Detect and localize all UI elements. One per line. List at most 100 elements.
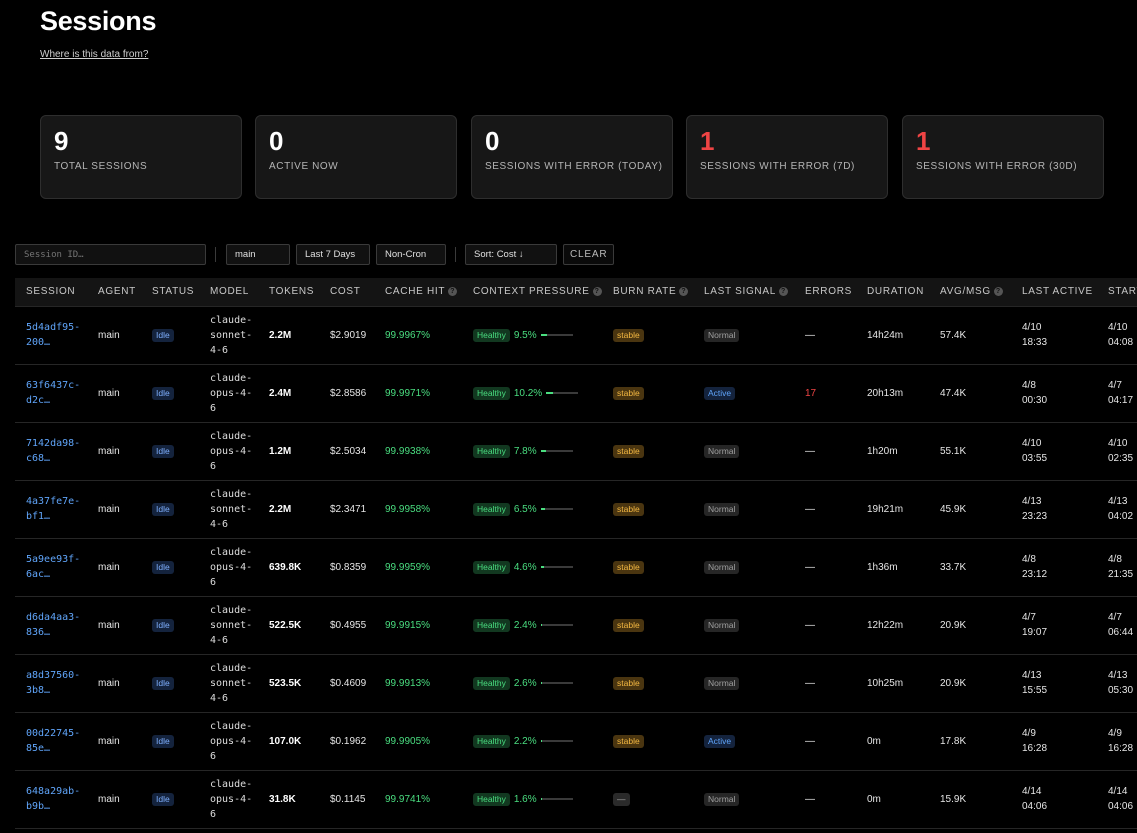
session-id-link[interactable]: d6da4aa3- 836… bbox=[26, 610, 87, 640]
table-row[interactable]: 4a37fe7e-bf1… main Idle claude-sonnet- 4-6 2.… bbox=[15, 480, 1137, 538]
text-line: 4-6 bbox=[210, 344, 229, 356]
help-icon[interactable]: ? bbox=[448, 287, 458, 297]
session-id-field[interactable] bbox=[15, 244, 206, 265]
help-icon[interactable]: ? bbox=[993, 287, 1003, 297]
duration-cell: 1h20m bbox=[867, 445, 898, 457]
avg-msg-cell: 33.7K bbox=[940, 561, 967, 573]
pressure-bar-fill bbox=[540, 797, 542, 800]
text-line: sonnet- bbox=[210, 329, 253, 341]
text-line: 200… bbox=[26, 337, 51, 348]
signal-badge: Normal bbox=[704, 502, 740, 516]
table-row[interactable]: 648a29ab-b9b… main Idle claude-opus-4- 6 31.8… bbox=[15, 770, 1137, 828]
pressure-bar-fill bbox=[540, 739, 543, 742]
text-line: 15:55 bbox=[1022, 685, 1048, 696]
help-icon[interactable]: ? bbox=[679, 287, 689, 297]
context-pressure-cell: Healthy 2.4% bbox=[462, 596, 602, 654]
column-header-burn-rate[interactable]: BURN RATE? bbox=[602, 278, 693, 307]
table-row[interactable]: 00d22745- 85e… main Idle claude-opus-4- 6 107.… bbox=[15, 712, 1137, 770]
last-active-time: 4/13 15:55 bbox=[1022, 668, 1097, 698]
date-range-select[interactable]: Last 7 Days bbox=[296, 244, 370, 265]
column-header-avg-msg[interactable]: AVG/MSG? bbox=[929, 278, 1011, 307]
stat-label: ACTIVE NOW bbox=[269, 161, 339, 172]
table-row[interactable]: 63f6437c-d2c… main Idle claude-opus-4- 6 2.4M… bbox=[15, 364, 1137, 422]
data-source-link[interactable]: Where is this data from? bbox=[40, 49, 149, 60]
stat-value: 0 bbox=[269, 126, 284, 156]
text-line: 4-6 bbox=[210, 518, 229, 530]
pressure-bar bbox=[540, 507, 573, 510]
column-header-label: COST bbox=[330, 286, 361, 298]
last-active-time: 4/7 19:07 bbox=[1022, 610, 1097, 640]
column-header-started[interactable]: STARTED bbox=[1097, 278, 1137, 307]
cache-hit-cell: 99.9915% bbox=[385, 619, 431, 631]
started-time: 4/10 04:08 bbox=[1108, 320, 1137, 350]
text-line: 04:06 bbox=[1108, 801, 1134, 812]
help-icon[interactable]: ? bbox=[779, 287, 788, 297]
session-id-link[interactable]: 5a9ee93f- 6ac… bbox=[26, 552, 87, 582]
session-id-input[interactable] bbox=[24, 246, 197, 265]
table-row[interactable]: 5d4adf95- 200… main Idle claude-sonnet- 4-6 2.… bbox=[15, 306, 1137, 364]
table-row[interactable]: a8d37560- 3b8… main Idle claude-sonnet- 4-6 52… bbox=[15, 654, 1137, 712]
session-id-link[interactable]: 4a37fe7e-bf1… bbox=[26, 494, 87, 524]
session-id-link[interactable]: a8d37560- 3b8… bbox=[26, 668, 87, 698]
errors-cell: — bbox=[805, 793, 815, 805]
context-pressure-cell: Healthy 9.5% bbox=[462, 306, 602, 364]
agent-cell: main bbox=[98, 445, 120, 457]
column-header-session[interactable]: SESSION bbox=[15, 278, 87, 307]
column-header-tokens[interactable]: TOKENS bbox=[258, 278, 319, 307]
text-line: opus-4- bbox=[210, 445, 253, 457]
cache-hit-cell: 99.9905% bbox=[385, 735, 431, 747]
last-active-cell: 4/13 15:55 bbox=[1011, 654, 1097, 712]
sessions-table-container[interactable]: SESSION AGENT STATUS MODEL TOKENS COST CACHE H… bbox=[15, 278, 1137, 833]
started-cell: 4/14 04:06 bbox=[1097, 770, 1137, 828]
text-line: 4/8 bbox=[1022, 380, 1036, 391]
tokens-cell: 2.2M bbox=[269, 503, 292, 515]
text-line: 4/7 bbox=[1108, 380, 1122, 391]
column-header-errors[interactable]: ERRORS bbox=[794, 278, 856, 307]
pressure-bar bbox=[540, 623, 573, 626]
column-header-agent[interactable]: AGENT bbox=[87, 278, 141, 307]
table-row[interactable]: d6da4aa3- 836… main Idle claude-sonnet- 4-6 52… bbox=[15, 596, 1137, 654]
text-line: 4/8 bbox=[1108, 554, 1122, 565]
cron-filter-select[interactable]: Non-Cron bbox=[376, 244, 446, 265]
text-line: 16:28 bbox=[1022, 743, 1048, 754]
burn-rate-cell: stable bbox=[602, 538, 693, 596]
column-header-context-pressure[interactable]: CONTEXT PRESSURE? bbox=[462, 278, 602, 307]
help-icon[interactable]: ? bbox=[592, 287, 602, 297]
last-active-cell: 4/8 00:30 bbox=[1011, 364, 1097, 422]
model-name: claude-opus-4- 6 bbox=[210, 371, 258, 416]
column-header-last-signal[interactable]: LAST SIGNAL? bbox=[693, 278, 794, 307]
session-id-link[interactable]: 648a29ab-b9b… bbox=[26, 784, 87, 814]
table-row[interactable]: 5a9ee93f- 6ac… main Idle claude-opus-4- 6 639.… bbox=[15, 538, 1137, 596]
column-header-label: LAST ACTIVE bbox=[1022, 286, 1093, 298]
duration-cell: 0m bbox=[867, 735, 881, 747]
text-line: 4/7 bbox=[1022, 612, 1036, 623]
last-active-time: 4/9 16:28 bbox=[1022, 726, 1097, 756]
started-time: 4/10 02:35 bbox=[1108, 436, 1137, 466]
session-id-link[interactable]: 5d4adf95- 200… bbox=[26, 320, 87, 350]
status-cell: Idle bbox=[141, 306, 199, 364]
column-header-cost[interactable]: COST bbox=[319, 278, 374, 307]
column-header-duration[interactable]: DURATION bbox=[856, 278, 929, 307]
clear-button[interactable]: CLEAR bbox=[563, 244, 615, 265]
session-id-link[interactable]: 7142da98- c68… bbox=[26, 436, 87, 466]
column-header-status[interactable]: STATUS bbox=[141, 278, 199, 307]
last-signal-cell: Normal bbox=[693, 770, 794, 828]
column-header-cache-hit[interactable]: CACHE HIT? bbox=[374, 278, 462, 307]
table-row[interactable]: 7142da98- c68… main Idle claude-opus-4- 6 1.2M… bbox=[15, 422, 1137, 480]
session-id-link[interactable]: 00d22745- 85e… bbox=[26, 726, 87, 756]
column-header-last-active[interactable]: LAST ACTIVE bbox=[1011, 278, 1097, 307]
started-cell: 4/7 04:17 bbox=[1097, 364, 1137, 422]
session-id-link[interactable]: 63f6437c-d2c… bbox=[26, 378, 87, 408]
cost-cell: $2.3471 bbox=[330, 503, 367, 515]
status-cell: Idle bbox=[141, 770, 199, 828]
text-line: claude- bbox=[210, 372, 253, 384]
model-name: claude-opus-4- 6 bbox=[210, 719, 258, 764]
agent-select[interactable]: main bbox=[226, 244, 290, 265]
duration-cell: 0m bbox=[867, 793, 881, 805]
column-header-model[interactable]: MODEL bbox=[199, 278, 258, 307]
burn-rate-cell: stable bbox=[602, 364, 693, 422]
text-line: 4/14 bbox=[1022, 786, 1042, 797]
sort-select[interactable]: Sort: Cost ↓ bbox=[465, 244, 557, 265]
text-line: sonnet- bbox=[210, 619, 253, 631]
text-line: 4/10 bbox=[1022, 438, 1042, 449]
